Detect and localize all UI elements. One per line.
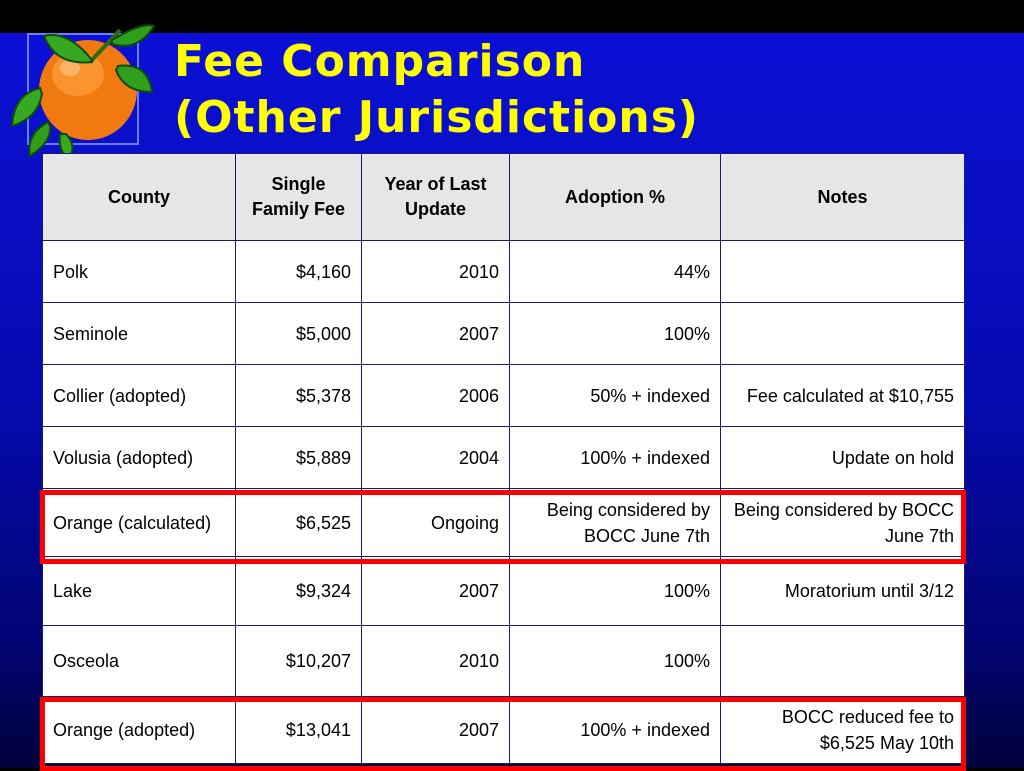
cell-year: 2007 [361,696,510,764]
fee-comparison-table: County Single Family Fee Year of Last Up… [42,153,965,764]
cell-adoption: Being considered by BOCC June 7th [509,488,721,557]
cell-adoption: 100% [509,625,721,697]
cell-notes: Being considered by BOCC June 7th [720,488,965,557]
table-header-row: County Single Family Fee Year of Last Up… [42,153,965,241]
cell-year: 2007 [361,302,510,365]
cell-fee: $5,889 [235,426,362,489]
cell-adoption: 50% + indexed [509,364,721,427]
cell-county: Collier (adopted) [42,364,236,427]
cell-county: Lake [42,556,236,626]
cell-adoption: 100% [509,302,721,365]
cell-fee: $4,160 [235,240,362,303]
table-row: Osceola $10,207 2010 100% [42,625,965,697]
cell-notes [720,302,965,365]
cell-year: 2006 [361,364,510,427]
table-row: Volusia (adopted) $5,889 2004 100% + ind… [42,426,965,489]
cell-year: 2007 [361,556,510,626]
header-single-family-fee: Single Family Fee [235,153,362,241]
cell-county: Seminole [42,302,236,365]
top-black-strip [0,0,1024,33]
title-line-2: (Other Jurisdictions) [174,92,700,143]
table-row: Polk $4,160 2010 44% [42,240,965,303]
table-row: Seminole $5,000 2007 100% [42,302,965,365]
cell-adoption: 44% [509,240,721,303]
cell-notes [720,240,965,303]
cell-county: Volusia (adopted) [42,426,236,489]
cell-fee: $5,378 [235,364,362,427]
cell-county: Polk [42,240,236,303]
table-row: Lake $9,324 2007 100% Moratorium until 3… [42,556,965,626]
highlight-box-orange-adopted [40,697,966,771]
cell-adoption: 100% [509,556,721,626]
header-county: County [42,153,236,241]
orange-fruit-icon [10,24,156,162]
cell-fee: $10,207 [235,625,362,697]
table-row: Collier (adopted) $5,378 2006 50% + inde… [42,364,965,427]
header-notes: Notes [720,153,965,241]
header-adoption-percent: Adoption % [509,153,721,241]
cell-notes: Moratorium until 3/12 [720,556,965,626]
cell-adoption: 100% + indexed [509,696,721,764]
cell-fee: $9,324 [235,556,362,626]
cell-year: Ongoing [361,488,510,557]
cell-year: 2010 [361,625,510,697]
slide-title: Fee Comparison (Other Jurisdictions) [174,34,699,146]
cell-adoption: 100% + indexed [509,426,721,489]
highlight-box-orange-calculated [40,490,966,564]
cell-notes: BOCC reduced fee to $6,525 May 10th [720,696,965,764]
cell-year: 2004 [361,426,510,489]
cell-county: Osceola [42,625,236,697]
cell-county: Orange (adopted) [42,696,236,764]
cell-fee: $13,041 [235,696,362,764]
table-row-highlighted: Orange (adopted) $13,041 2007 100% + ind… [42,696,965,764]
cell-fee: $6,525 [235,488,362,557]
cell-notes: Update on hold [720,426,965,489]
table-row-highlighted: Orange (calculated) $6,525 Ongoing Being… [42,488,965,557]
header-year-of-last-update: Year of Last Update [361,153,510,241]
title-line-1: Fee Comparison [174,36,586,87]
cell-notes [720,625,965,697]
cell-notes: Fee calculated at $10,755 [720,364,965,427]
cell-year: 2010 [361,240,510,303]
cell-fee: $5,000 [235,302,362,365]
